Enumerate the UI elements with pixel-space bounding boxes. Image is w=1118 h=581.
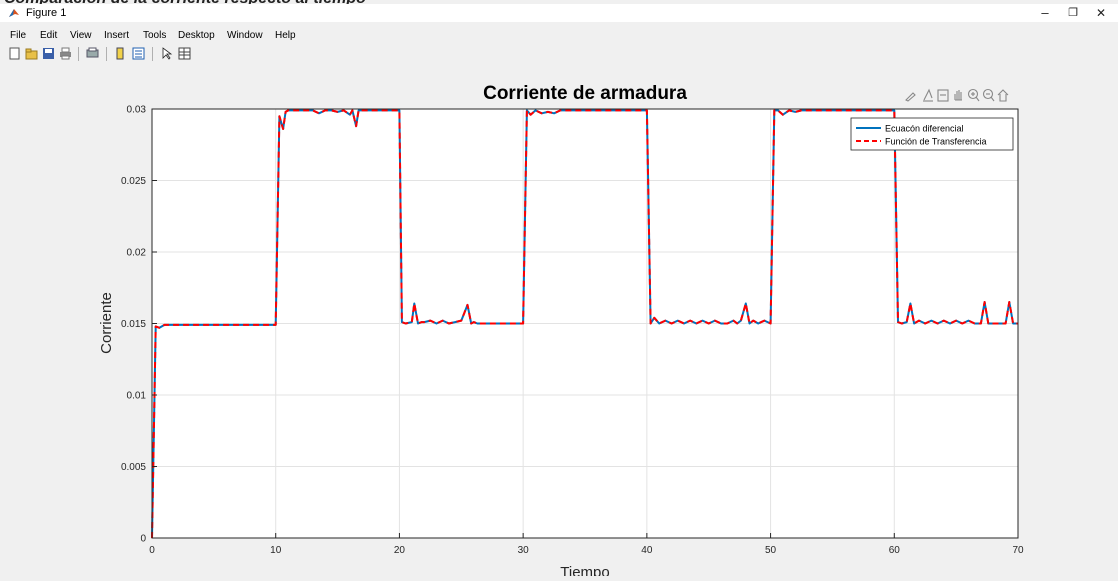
pan-icon[interactable]	[954, 90, 962, 101]
legend-box	[850, 117, 1014, 151]
y-tick-label: 0	[140, 534, 146, 545]
zoom-out-icon[interactable]	[982, 88, 995, 102]
menu-desktop[interactable]: Desktop	[178, 30, 215, 41]
x-tick-label: 30	[518, 545, 530, 556]
figure-area: 0 10 20 30 40 50 60 70 0 0.005 0.01 0.015 0.02 0.025 0…	[0, 66, 1118, 581]
menu-edit[interactable]: Edit	[40, 30, 58, 41]
axes-toolbar	[905, 88, 1009, 102]
zoom-in-icon[interactable]	[967, 88, 980, 102]
x-tick-label: 60	[889, 545, 901, 556]
chart: 0 10 20 30 40 50 60 70 0 0.005 0.01 0.015 0.02 0.025 0…	[98, 83, 1024, 581]
new-figure-icon[interactable]	[8, 47, 21, 60]
restore-button[interactable]: ❐	[1068, 7, 1078, 19]
tick-layer: 0 10 20 30 40 50 60 70 0 0.005 0.01 0.015 0.02 0.025 0…	[121, 105, 1024, 557]
legend-label-ecuacion: Ecuacón diferencial	[885, 124, 964, 134]
y-axis-label: Corriente	[98, 292, 115, 354]
menu-tools[interactable]: Tools	[143, 30, 167, 41]
window-title: Figure 1	[26, 7, 67, 19]
minimize-button[interactable]: –	[1041, 5, 1049, 20]
legend[interactable]: Ecuacón diferencial Función de Transfere…	[850, 117, 1014, 151]
print-preview-icon[interactable]	[86, 47, 99, 60]
close-button[interactable]: ✕	[1095, 6, 1107, 20]
legend-toggle-icon[interactable]	[132, 47, 145, 60]
x-axis-label: Tiempo	[560, 564, 609, 576]
x-tick-label: 0	[149, 545, 155, 556]
figure-toolbar	[0, 44, 1118, 64]
y-tick-label: 0.005	[121, 462, 146, 473]
legend-label-transferencia: Función de Transferencia	[885, 137, 987, 147]
menu-help[interactable]: Help	[275, 30, 296, 41]
matlab-icon	[9, 9, 19, 17]
data-tips-icon[interactable]	[923, 88, 933, 102]
toolbar-separator	[152, 47, 153, 61]
menu-file[interactable]: File	[10, 30, 27, 41]
menu-bar: File Edit View Insert Tools Desktop Wind…	[0, 26, 1118, 44]
toolbar-separator	[106, 47, 107, 61]
window-titlebar: Figure 1 – ❐ ✕	[0, 4, 1118, 22]
figure-caption: Comparación de la corriente respecto al …	[4, 0, 366, 8]
colorbar-icon[interactable]	[114, 47, 127, 60]
y-tick-label: 0.03	[127, 105, 147, 116]
pointer-icon[interactable]	[160, 47, 173, 60]
x-tick-label: 50	[765, 545, 777, 556]
property-inspector-icon[interactable]	[178, 47, 191, 60]
x-tick-label: 40	[641, 545, 653, 556]
save-icon[interactable]	[42, 47, 55, 60]
y-tick-label: 0.01	[127, 391, 147, 402]
open-file-icon[interactable]	[25, 47, 38, 60]
x-tick-label: 10	[270, 545, 282, 556]
y-tick-label: 0.025	[121, 176, 146, 187]
x-tick-label: 20	[394, 545, 406, 556]
y-tick-label: 0.015	[121, 319, 146, 330]
menu-insert[interactable]: Insert	[104, 30, 130, 41]
legend-icon[interactable]	[937, 89, 949, 102]
print-icon[interactable]	[59, 47, 72, 60]
menu-window[interactable]: Window	[227, 30, 263, 41]
series-layer	[151, 109, 1018, 539]
toolbar-separator	[78, 47, 79, 61]
y-tick-label: 0.02	[127, 248, 147, 259]
menu-view[interactable]: View	[70, 30, 92, 41]
x-tick-label: 70	[1012, 545, 1024, 556]
chart-title: Corriente de armadura	[483, 83, 687, 104]
home-icon[interactable]	[997, 89, 1009, 102]
series-line-funcion-transferencia	[151, 109, 1018, 539]
brush-icon[interactable]	[905, 92, 916, 102]
